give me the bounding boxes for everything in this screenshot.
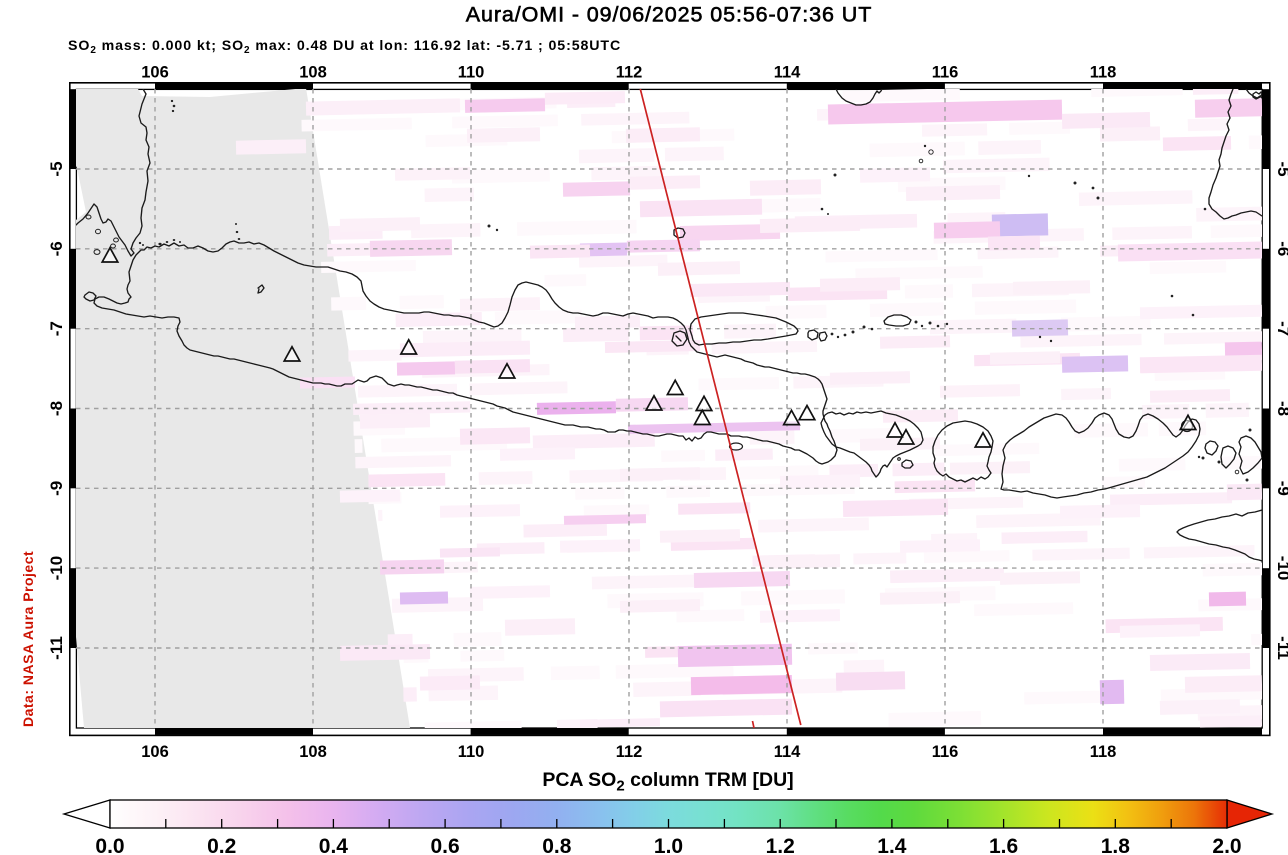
svg-text:2.0: 2.0 [1212, 835, 1241, 855]
svg-text:110: 110 [458, 743, 485, 761]
svg-text:0.8: 0.8 [542, 835, 572, 855]
svg-text:114: 114 [774, 743, 801, 761]
svg-text:0.2: 0.2 [207, 835, 236, 855]
svg-text:-7: -7 [1274, 321, 1288, 336]
svg-text:-5: -5 [1274, 161, 1288, 176]
svg-text:-10: -10 [1274, 556, 1288, 581]
svg-text:0.6: 0.6 [430, 835, 459, 855]
svg-text:106: 106 [141, 743, 169, 761]
svg-text:118: 118 [1090, 64, 1117, 82]
svg-text:112: 112 [616, 64, 643, 82]
svg-text:SO2 mass: 0.000 kt; SO2 max: 0: SO2 mass: 0.000 kt; SO2 max: 0.48 DU at … [68, 38, 621, 56]
svg-text:118: 118 [1090, 743, 1117, 761]
svg-text:114: 114 [774, 64, 801, 82]
svg-text:-10: -10 [47, 556, 66, 581]
svg-text:Data: NASA Aura Project: Data: NASA Aura Project [20, 551, 36, 727]
svg-text:-9: -9 [1274, 481, 1288, 496]
svg-text:-8: -8 [1274, 401, 1288, 416]
svg-text:Aura/OMI - 09/06/2025 05:56-07: Aura/OMI - 09/06/2025 05:56-07:36 UT [466, 3, 872, 27]
svg-text:-11: -11 [1274, 636, 1288, 660]
svg-text:0.4: 0.4 [319, 835, 349, 855]
svg-text:-6: -6 [1274, 241, 1288, 256]
svg-text:1.6: 1.6 [989, 835, 1018, 855]
svg-text:0.0: 0.0 [95, 835, 124, 855]
svg-text:-11: -11 [47, 636, 66, 660]
svg-text:1.4: 1.4 [877, 835, 907, 855]
svg-text:112: 112 [616, 743, 643, 761]
svg-text:-5: -5 [47, 161, 66, 176]
svg-text:-9: -9 [47, 481, 66, 496]
svg-text:1.8: 1.8 [1101, 835, 1131, 855]
svg-text:1.2: 1.2 [766, 835, 795, 855]
svg-text:PCA SO2 column TRM [DU]: PCA SO2 column TRM [DU] [542, 769, 793, 795]
svg-text:-7: -7 [47, 321, 66, 336]
svg-text:108: 108 [299, 743, 327, 761]
svg-text:1.0: 1.0 [654, 835, 683, 855]
svg-text:110: 110 [458, 64, 485, 82]
svg-text:-6: -6 [47, 241, 66, 256]
svg-text:108: 108 [299, 64, 327, 82]
svg-text:116: 116 [932, 64, 959, 82]
svg-text:-8: -8 [47, 401, 66, 416]
svg-text:116: 116 [932, 743, 959, 761]
svg-text:106: 106 [141, 64, 169, 82]
